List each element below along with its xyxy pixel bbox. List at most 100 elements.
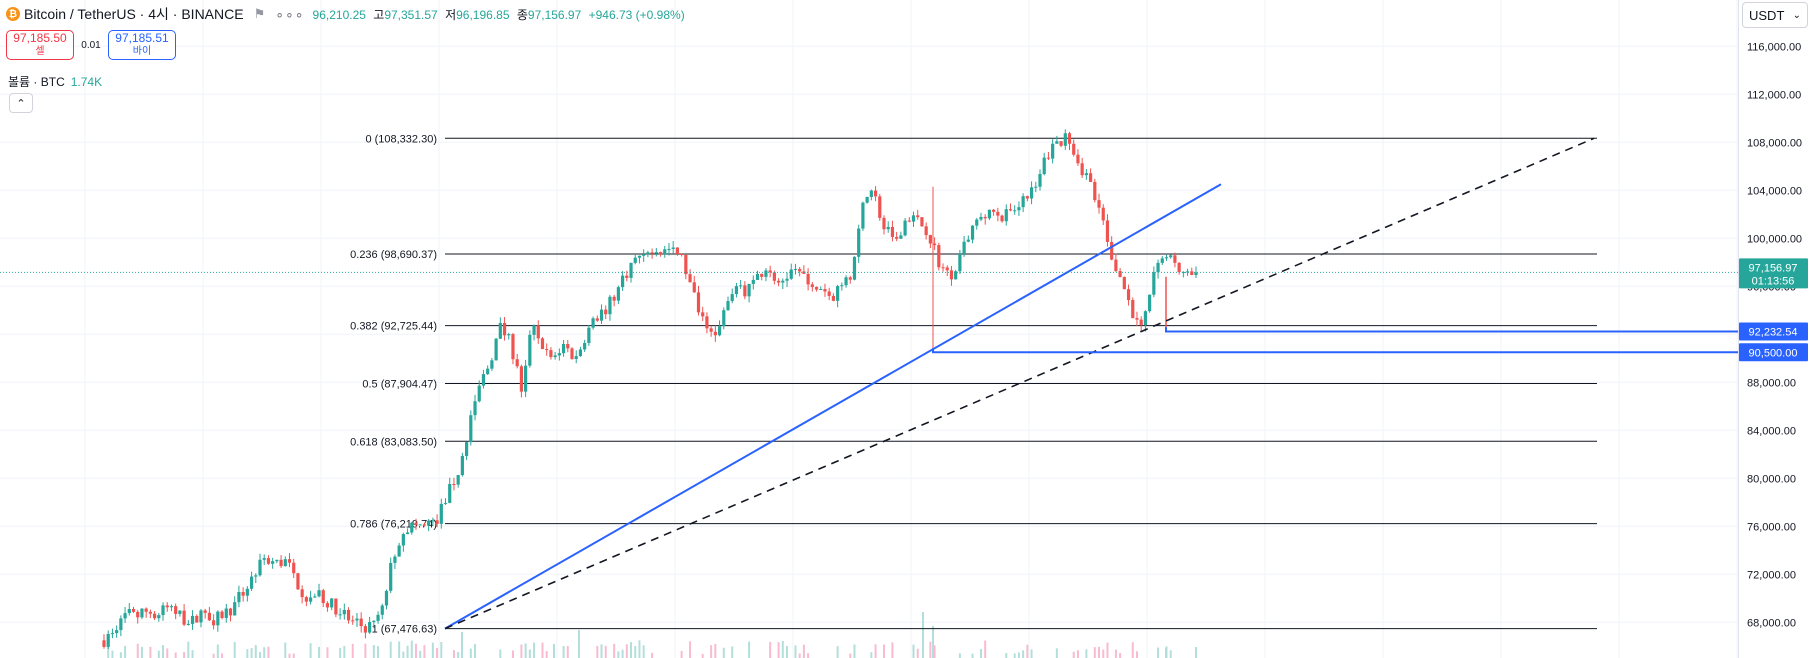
candle-body (317, 590, 321, 597)
candle-body (262, 558, 266, 560)
volume-bar (233, 641, 236, 658)
volume-bar (1030, 649, 1033, 658)
candle-body (1131, 300, 1135, 319)
volume-bar (183, 651, 186, 658)
volume-bar (613, 643, 616, 658)
candle-body (743, 285, 747, 297)
candle-body (730, 294, 734, 302)
volume-legend: 볼륨 · BTC 1.74K (8, 73, 102, 90)
symbol-title[interactable]: Bitcoin / TetherUS · 4시 · BINANCE (24, 6, 244, 22)
volume-bar (436, 648, 439, 658)
candle-body (886, 226, 890, 230)
volume-bar (710, 645, 713, 658)
candle-body (1025, 196, 1029, 199)
candle-body (882, 217, 886, 230)
sell-button[interactable]: 97,185.50 셀 (6, 30, 74, 60)
candle-body (502, 322, 507, 336)
candle-body (692, 282, 696, 293)
candle-body (157, 615, 161, 619)
candle-body (519, 366, 524, 392)
candle-body (1101, 207, 1105, 221)
volume-bar (853, 644, 856, 658)
volume-bar (781, 640, 784, 658)
volume-bar (958, 653, 961, 658)
volume-bar (1195, 647, 1197, 658)
candle-body (300, 589, 304, 598)
volume-bar (1098, 646, 1101, 658)
candle-body (798, 268, 802, 272)
candle-body (836, 286, 840, 301)
candle-body (389, 562, 393, 591)
candle-body (422, 524, 427, 526)
volume-bar (638, 640, 641, 658)
candle-body (739, 285, 743, 287)
volume-bar (932, 626, 934, 658)
y-tick-label: 88,000.00 (1747, 377, 1796, 389)
candle-body (802, 271, 806, 274)
candle-body (279, 559, 283, 567)
volume-bar (318, 646, 321, 658)
chart-grid (0, 0, 1738, 658)
candle-body (1080, 163, 1084, 176)
volume-bar (309, 643, 312, 658)
candle-body (308, 597, 313, 602)
candle-body (1143, 311, 1148, 326)
open-value: 96,210.25 (312, 7, 366, 22)
buy-button[interactable]: 97,185.51 바이 (108, 30, 176, 60)
candle-body (705, 316, 709, 329)
candle-body (570, 348, 574, 359)
volume-bar (630, 642, 633, 658)
candle-body (524, 365, 528, 392)
candle-body (136, 611, 140, 618)
candle-body (1046, 157, 1051, 159)
volume-bar (1026, 644, 1029, 658)
volume-bar (1114, 649, 1117, 658)
volume-bar (216, 644, 219, 658)
candle-body (195, 615, 199, 623)
volume-bar (1076, 650, 1079, 658)
collapse-chevron-icon[interactable]: ⌃ (9, 93, 33, 113)
candle-body (1063, 133, 1067, 146)
volume-bar (212, 653, 215, 658)
candle-body (895, 236, 899, 239)
fib-level-label: 0.236 (98,690.37) (350, 249, 437, 261)
volume-bar (263, 647, 266, 658)
candle-body (1185, 271, 1190, 273)
flag-icon[interactable]: ⚑ (253, 6, 266, 21)
candle-body (228, 608, 233, 616)
volume-bar (1165, 648, 1167, 658)
candle-body (1135, 318, 1139, 320)
y-tick-label: 100,000.00 (1747, 233, 1802, 245)
volume-bar (891, 642, 894, 658)
volume-bar (984, 640, 987, 658)
candle-body (604, 309, 608, 315)
candle-body (599, 309, 604, 321)
candle-body (439, 503, 443, 524)
candle-body (321, 590, 325, 604)
volume-bar (714, 643, 717, 658)
candle-body (1055, 141, 1059, 144)
volume-bars (107, 612, 1197, 658)
candle-body (511, 334, 515, 360)
volume-bar (457, 652, 460, 658)
candle-body (831, 295, 836, 301)
candle-body (1173, 255, 1177, 263)
candle-body (431, 520, 435, 522)
candle-body (1088, 173, 1093, 182)
currency-select[interactable]: USDT ⌄ (1742, 2, 1808, 28)
volume-bar (372, 645, 375, 658)
fib-level-label: 0.618 (83,083.50) (350, 436, 437, 448)
y-tick-label: 80,000.00 (1747, 473, 1796, 485)
volume-bar (111, 650, 114, 658)
candle-body (1000, 215, 1004, 222)
price-marker-label: 92,232.54 (1749, 327, 1798, 339)
candle-body (637, 255, 642, 258)
more-icon[interactable]: ∘∘∘ (275, 5, 305, 22)
candle-body (304, 597, 308, 602)
candle-body (473, 401, 477, 416)
volume-bar (415, 643, 417, 658)
candle-body (275, 559, 279, 562)
candle-body (911, 215, 916, 222)
candle-body (612, 296, 616, 301)
